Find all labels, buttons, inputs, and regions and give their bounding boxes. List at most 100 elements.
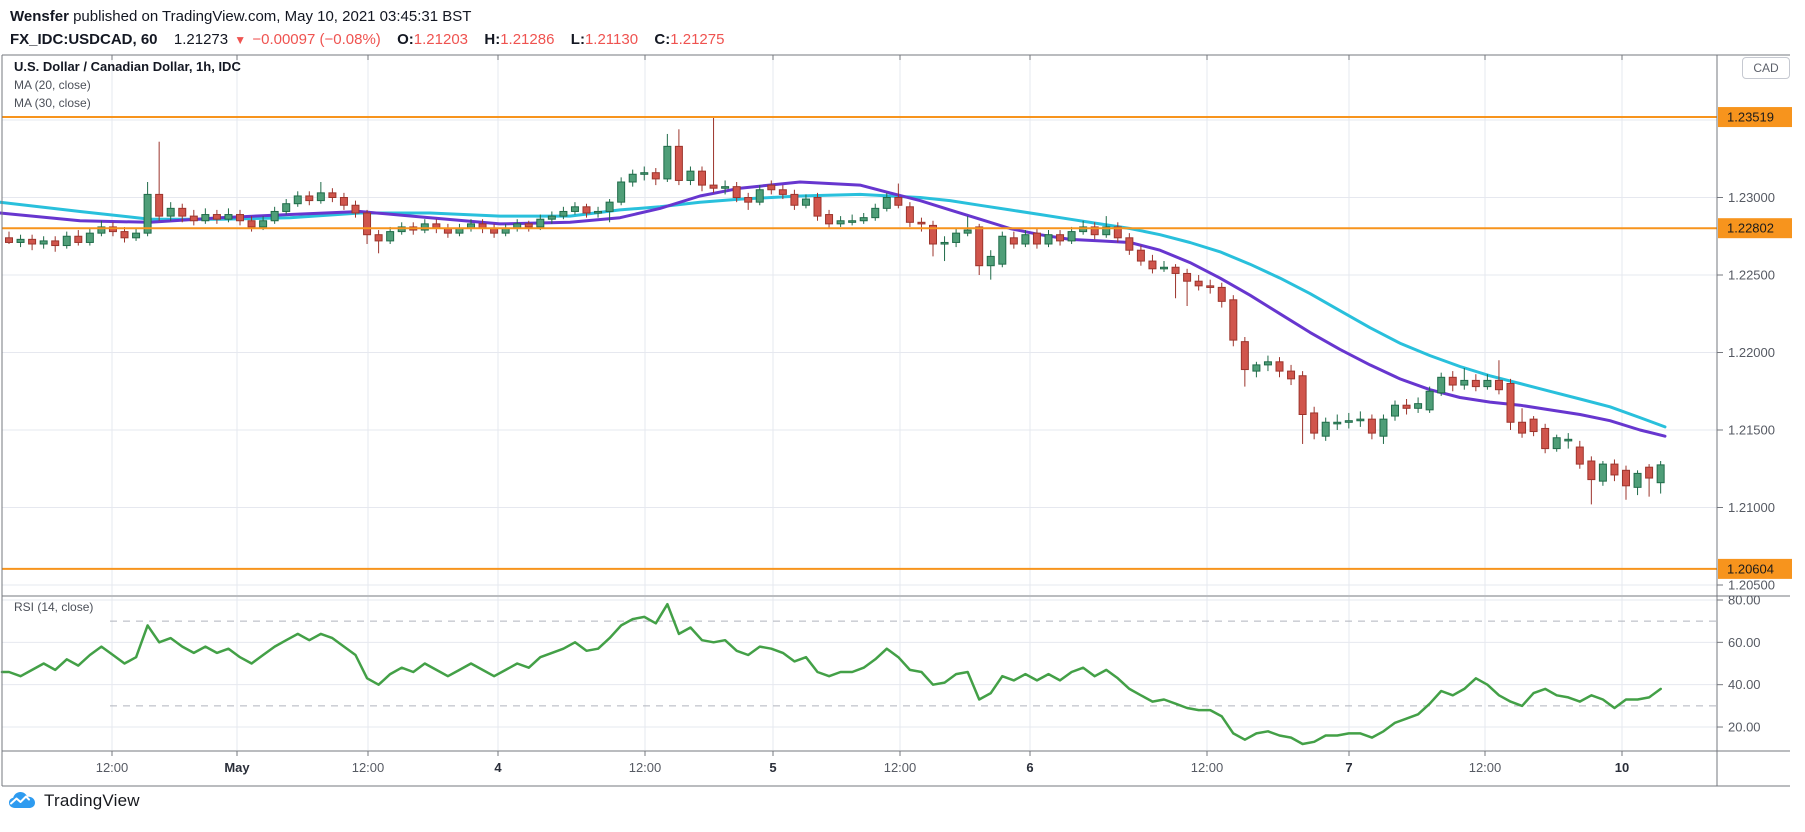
candle-body — [1483, 379, 1492, 388]
currency-button[interactable]: CAD — [1742, 57, 1790, 79]
candle-body — [1656, 464, 1665, 484]
rsi-axis-label: 20.00 — [1728, 720, 1761, 735]
candle-body — [1148, 260, 1157, 270]
time-axis-label: 12:00 — [96, 760, 129, 775]
open-value: 1.21203 — [413, 31, 469, 48]
candle-body — [917, 221, 926, 225]
ma30-legend: MA (30, close) — [14, 96, 91, 110]
candle-body — [674, 145, 683, 181]
time-axis-label: 12:00 — [629, 760, 662, 775]
candle-body — [998, 235, 1007, 265]
candle-body — [224, 214, 233, 220]
candle-body — [1136, 249, 1145, 262]
candle-body — [1287, 370, 1296, 380]
price-axis-label: 1.22000 — [1728, 345, 1775, 360]
candle-body — [108, 226, 117, 233]
candle-body — [397, 226, 406, 233]
candle-body — [1460, 379, 1469, 386]
candle-body — [582, 206, 591, 214]
chart-title: U.S. Dollar / Canadian Dollar, 1h, IDC — [14, 59, 241, 74]
candle-body — [1529, 418, 1538, 433]
candle-body — [328, 192, 337, 199]
candle-body — [1414, 403, 1423, 409]
candle-body — [871, 207, 880, 219]
candle-body — [62, 235, 71, 247]
candle-body — [859, 217, 868, 222]
publish-info: published on TradingView.com, May 10, 20… — [68, 8, 472, 25]
price-axis-label: 1.20500 — [1728, 578, 1775, 593]
symbol-status-row: FX_IDC:USDCAD, 60 1.21273 ▼ −0.00097 (−0… — [10, 29, 724, 51]
candle-body — [628, 173, 637, 183]
candle-body — [189, 215, 198, 222]
candle-body — [559, 210, 568, 217]
rsi-legend: RSI (14, close) — [14, 600, 94, 614]
price-axis-label: 1.21500 — [1728, 423, 1775, 438]
high-label: H: — [484, 31, 501, 48]
candle-body — [85, 232, 94, 243]
candle-body — [247, 220, 256, 228]
candle-body — [1067, 231, 1076, 242]
candle-body — [1310, 412, 1319, 434]
candle-body — [339, 197, 348, 206]
price-axis-label: 1.23000 — [1728, 190, 1775, 205]
candle-body — [132, 232, 141, 239]
rsi-line — [0, 602, 1662, 746]
candle-body — [1425, 390, 1434, 411]
candle-body — [975, 226, 984, 267]
low-label: L: — [570, 31, 585, 48]
candle-body — [790, 193, 799, 206]
candle-body — [1391, 404, 1399, 417]
candle-body — [836, 220, 845, 225]
candle-body — [1056, 234, 1065, 242]
candle-body — [536, 218, 545, 228]
candle-body — [1160, 266, 1168, 270]
ma20-legend: MA (20, close) — [14, 78, 91, 92]
down-arrow-icon: ▼ — [234, 33, 247, 47]
price-change: −0.00097 (−0.08%) — [252, 31, 381, 48]
candle-body — [1622, 469, 1630, 487]
candle-body — [1032, 232, 1041, 245]
candle-body — [825, 214, 834, 225]
candle-body — [270, 210, 279, 222]
candle-body — [547, 215, 556, 220]
candle-body — [524, 223, 533, 228]
candle-body — [293, 195, 302, 205]
price-level-badge-label: 1.20604 — [1727, 561, 1774, 576]
candle-body — [316, 192, 325, 202]
last-price: 1.21273 — [173, 31, 229, 48]
candle-body — [801, 198, 810, 206]
candle-body — [386, 231, 395, 242]
open-label: O: — [397, 31, 414, 48]
candle-body — [1263, 361, 1272, 366]
candle-body — [1645, 466, 1654, 479]
candle-body — [813, 197, 822, 217]
candle-body — [236, 214, 244, 222]
candle-body — [74, 235, 83, 243]
time-axis-label: 5 — [769, 760, 776, 775]
rsi-axis-label: 40.00 — [1728, 677, 1761, 692]
candle-body — [1321, 421, 1330, 437]
candle-body — [5, 237, 13, 243]
candle-body — [51, 240, 60, 247]
candle-body — [1009, 237, 1018, 245]
candle-body — [617, 181, 626, 203]
price-level-badge — [1718, 218, 1792, 239]
price-level-badge-label: 1.22802 — [1727, 221, 1774, 236]
candle-body — [1206, 285, 1215, 288]
candle-body — [282, 203, 291, 212]
candle-body — [1275, 361, 1284, 372]
tradingview-logo-icon — [9, 792, 35, 808]
candle-body — [501, 228, 510, 234]
close-value: 1.21275 — [670, 31, 725, 48]
candle-body — [363, 212, 372, 236]
time-axis-label: 12:00 — [1469, 760, 1502, 775]
candle-body — [698, 170, 706, 186]
candle-body — [1171, 266, 1180, 274]
candle-body — [594, 210, 603, 214]
candle-body — [1021, 234, 1030, 245]
candle-body — [39, 240, 48, 245]
candle-body — [1471, 379, 1480, 388]
tradingview-logo[interactable]: TradingView — [8, 791, 140, 811]
